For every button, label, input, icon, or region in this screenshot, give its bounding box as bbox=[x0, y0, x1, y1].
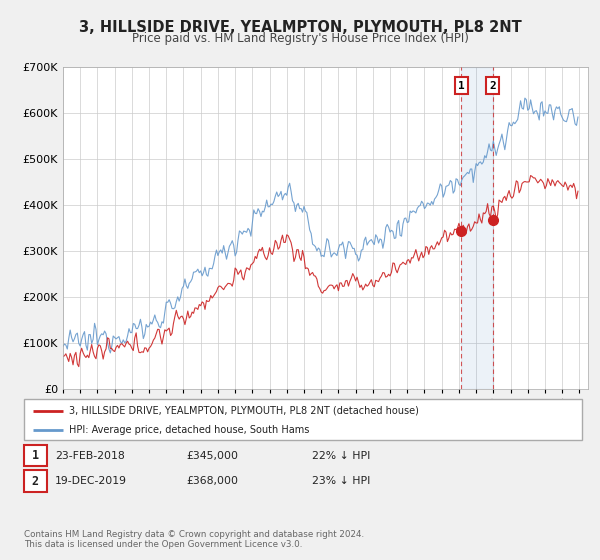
Text: 23-FEB-2018: 23-FEB-2018 bbox=[55, 451, 125, 461]
Text: 3, HILLSIDE DRIVE, YEALMPTON, PLYMOUTH, PL8 2NT (detached house): 3, HILLSIDE DRIVE, YEALMPTON, PLYMOUTH, … bbox=[69, 405, 419, 416]
Text: £345,000: £345,000 bbox=[186, 451, 238, 461]
Bar bbox=[461, 67, 493, 389]
Text: 2: 2 bbox=[490, 81, 496, 91]
Text: 1: 1 bbox=[32, 449, 39, 463]
Text: 2: 2 bbox=[32, 474, 39, 488]
Text: 23% ↓ HPI: 23% ↓ HPI bbox=[312, 476, 370, 486]
Text: This data is licensed under the Open Government Licence v3.0.: This data is licensed under the Open Gov… bbox=[24, 540, 302, 549]
Text: 19-DEC-2019: 19-DEC-2019 bbox=[55, 476, 127, 486]
Text: 22% ↓ HPI: 22% ↓ HPI bbox=[312, 451, 370, 461]
Text: 1: 1 bbox=[458, 81, 464, 91]
Text: HPI: Average price, detached house, South Hams: HPI: Average price, detached house, Sout… bbox=[69, 424, 310, 435]
Text: Contains HM Land Registry data © Crown copyright and database right 2024.: Contains HM Land Registry data © Crown c… bbox=[24, 530, 364, 539]
Text: £368,000: £368,000 bbox=[186, 476, 238, 486]
Text: 3, HILLSIDE DRIVE, YEALMPTON, PLYMOUTH, PL8 2NT: 3, HILLSIDE DRIVE, YEALMPTON, PLYMOUTH, … bbox=[79, 20, 521, 35]
Text: Price paid vs. HM Land Registry's House Price Index (HPI): Price paid vs. HM Land Registry's House … bbox=[131, 32, 469, 45]
